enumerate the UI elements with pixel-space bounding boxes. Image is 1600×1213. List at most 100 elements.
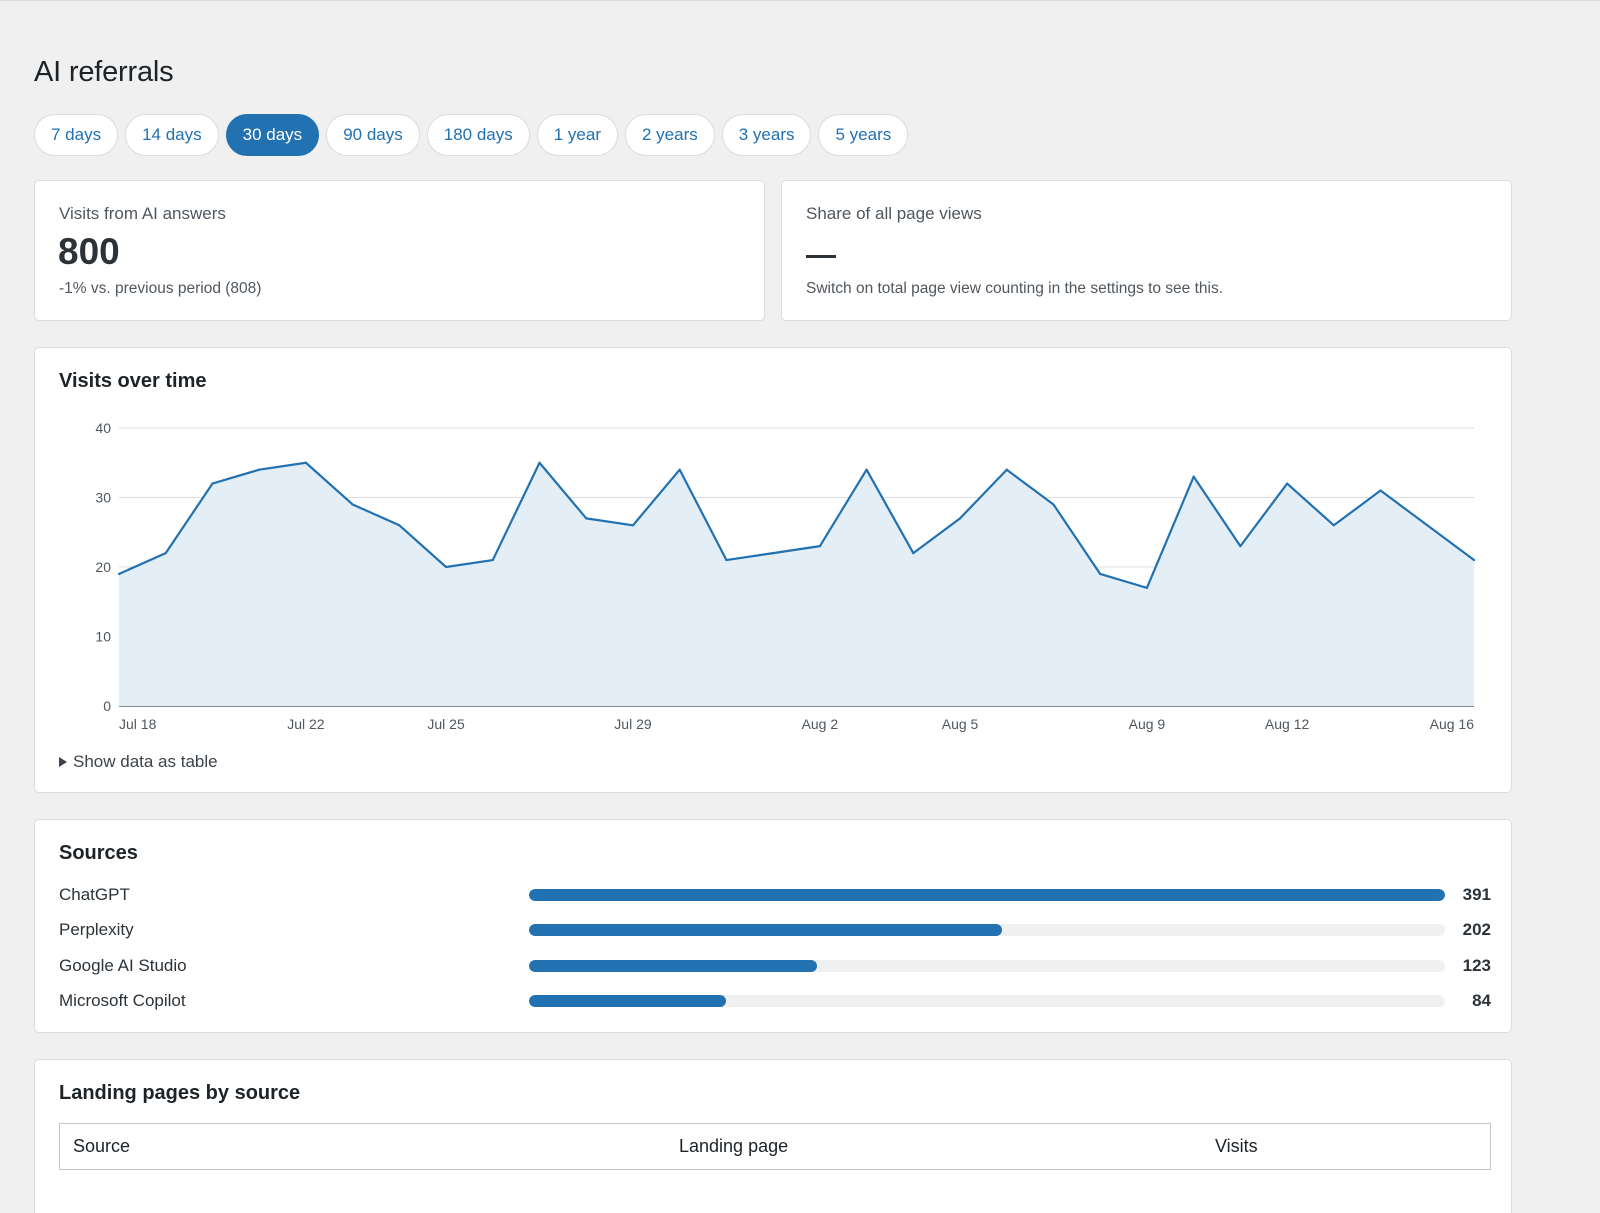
data-point xyxy=(1286,482,1289,485)
share-stat-card: Share of all page views Switch on total … xyxy=(781,180,1512,321)
data-point xyxy=(631,524,635,527)
source-name: ChatGPT xyxy=(59,885,130,904)
y-tick-label: 30 xyxy=(95,490,111,506)
landing-pages-title: Landing pages by source xyxy=(59,1082,301,1104)
data-point xyxy=(585,517,588,520)
source-value: 84 xyxy=(1472,991,1491,1010)
show-data-table-toggle[interactable]: Show data as table xyxy=(59,752,218,772)
date-range-selector: 7 days 14 days 30 days 90 days 180 days 1 yea… xyxy=(34,114,909,156)
source-bar-track xyxy=(529,995,1445,1007)
visits-over-time-card: Visits over time 0 10 20 30 40 Jul 18 Jul 22 Ju… xyxy=(34,347,1512,793)
column-header-source[interactable]: Source xyxy=(73,1136,131,1156)
data-point xyxy=(958,517,962,520)
source-row: Google AI Studio 123 xyxy=(59,956,1491,976)
series-area-fill xyxy=(119,462,1474,706)
data-point xyxy=(818,545,821,548)
range-button-90-days[interactable]: 90 days xyxy=(326,114,420,156)
visits-stat-value: 800 xyxy=(58,231,120,272)
range-button-30-days[interactable]: 30 days xyxy=(225,114,320,156)
source-bar-track xyxy=(529,924,1445,936)
y-tick-label: 40 xyxy=(95,420,111,436)
data-point xyxy=(164,552,167,555)
source-row: ChatGPT 391 xyxy=(59,885,1491,905)
source-value: 391 xyxy=(1462,885,1491,904)
range-button-180-days[interactable]: 180 days xyxy=(426,114,530,156)
sources-card: Sources ChatGPT 391 Perplexity 202 Google AI… xyxy=(34,819,1512,1033)
x-tick-label: Jul 18 xyxy=(119,716,157,732)
data-point xyxy=(725,558,728,562)
data-point xyxy=(444,565,448,569)
x-tick-label: Aug 2 xyxy=(802,716,839,732)
source-bar-fill xyxy=(529,889,1445,901)
page-title: AI referrals xyxy=(34,56,174,88)
x-tick-label: Jul 29 xyxy=(614,716,652,732)
range-button-3-years[interactable]: 3 years xyxy=(721,114,812,156)
data-point xyxy=(1332,524,1335,527)
source-name: Microsoft Copilot xyxy=(59,991,186,1010)
table-header-row: Source Landing page Visits xyxy=(60,1124,1490,1170)
show-data-table-label: Show data as table xyxy=(73,752,218,771)
share-stat-label: Share of all page views xyxy=(806,204,982,223)
data-point xyxy=(1192,475,1195,478)
source-row: Microsoft Copilot 84 xyxy=(59,991,1491,1011)
x-tick-label: Aug 5 xyxy=(942,716,979,732)
data-point xyxy=(398,524,401,527)
x-tick-label: Aug 12 xyxy=(1265,716,1310,732)
disclosure-triangle-icon xyxy=(59,757,67,767)
visits-stat-comparison: -1% vs. previous period (808) xyxy=(59,280,262,297)
data-point xyxy=(211,482,214,485)
source-value: 123 xyxy=(1462,956,1491,975)
data-point xyxy=(1145,586,1149,589)
data-point xyxy=(678,468,681,471)
source-row: Perplexity 202 xyxy=(59,920,1491,940)
landing-pages-card: Landing pages by source Source Landing p… xyxy=(34,1059,1512,1213)
source-bar-track xyxy=(529,889,1445,901)
column-header-landing-page[interactable]: Landing page xyxy=(679,1136,789,1156)
data-point xyxy=(1052,503,1055,506)
data-point xyxy=(1239,545,1242,548)
data-point xyxy=(351,503,354,506)
range-button-5-years[interactable]: 5 years xyxy=(818,114,909,156)
source-name: Google AI Studio xyxy=(59,956,187,975)
range-button-1-year[interactable]: 1 year xyxy=(536,114,618,156)
data-point xyxy=(538,461,541,464)
series-line xyxy=(118,461,1475,589)
source-name: Perplexity xyxy=(59,920,134,939)
data-point xyxy=(117,572,121,576)
data-point xyxy=(304,461,307,464)
y-tick-label: 20 xyxy=(95,559,111,575)
visits-stat-label: Visits from AI answers xyxy=(59,204,226,223)
visits-stat-card: Visits from AI answers 800 -1% vs. previ… xyxy=(34,180,765,321)
source-bar-fill xyxy=(529,924,1003,936)
x-tick-label: Aug 9 xyxy=(1129,716,1166,732)
source-bar-track xyxy=(529,960,1445,972)
data-point xyxy=(258,468,261,471)
source-bar-fill xyxy=(529,960,818,972)
chart-title: Visits over time xyxy=(59,370,207,392)
data-point xyxy=(865,468,868,471)
share-stat-hint: Switch on total page view counting in th… xyxy=(806,280,1224,297)
data-point xyxy=(1426,524,1429,527)
source-bar-fill xyxy=(529,995,726,1007)
sources-title: Sources xyxy=(59,842,138,864)
top-border xyxy=(0,0,1600,1)
data-point xyxy=(491,558,494,562)
landing-pages-table: Source Landing page Visits xyxy=(59,1123,1491,1170)
range-button-7-days[interactable]: 7 days xyxy=(34,114,119,156)
data-point xyxy=(912,552,915,555)
x-tick-label: Jul 25 xyxy=(427,716,465,732)
column-header-visits[interactable]: Visits xyxy=(1215,1136,1258,1156)
y-tick-label: 0 xyxy=(103,698,111,714)
data-point xyxy=(1379,489,1382,492)
x-tick-label: Jul 22 xyxy=(287,716,325,732)
data-point xyxy=(1099,572,1102,576)
visits-line-chart: 0 10 20 30 40 Jul 18 Jul 22 Jul 25 Jul 29 Aug 2 Au… xyxy=(95,420,1476,732)
data-point xyxy=(1472,558,1476,562)
data-point xyxy=(1005,468,1008,471)
range-button-14-days[interactable]: 14 days xyxy=(125,114,219,156)
data-point xyxy=(772,552,775,555)
range-button-2-years[interactable]: 2 years xyxy=(624,114,715,156)
y-tick-label: 10 xyxy=(95,629,111,645)
share-stat-empty-dash xyxy=(806,255,836,258)
source-value: 202 xyxy=(1462,920,1491,939)
